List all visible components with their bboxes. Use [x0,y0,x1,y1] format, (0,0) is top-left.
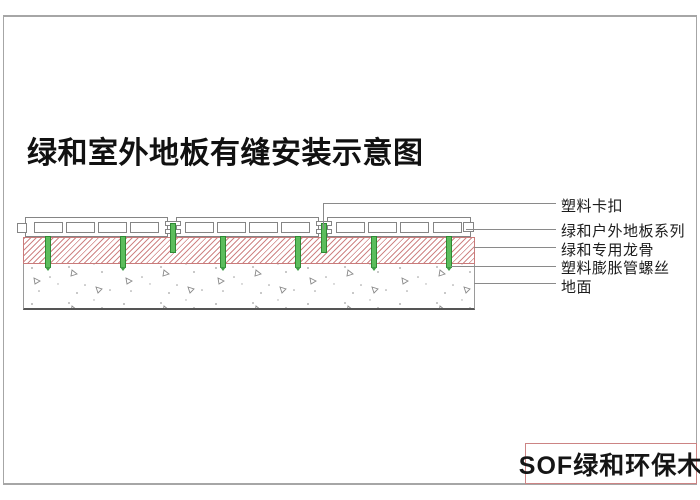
leader-line-clip-vertical [323,203,324,229]
label-keel: 绿和专用龙骨 [561,242,655,259]
label-expansion-screw: 塑料膨胀管螺丝 [561,260,670,277]
concrete-speckle-texture [24,262,474,308]
diagram-title: 绿和室外地板有缝安装示意图 [27,137,424,170]
expansion-screw [295,236,301,268]
label-deck-series: 绿和户外地板系列 [561,223,686,240]
board-hollow-core [249,222,278,233]
clip-screw [170,223,176,253]
label-plastic-clip: 塑料卡扣 [561,198,624,215]
board-hollow-core [98,222,127,233]
expansion-screw [45,236,51,268]
screw-tip [220,267,226,271]
board-hollow-core [130,222,159,233]
clip-screw [321,223,327,253]
leader-line-clip [323,203,556,204]
screw-tip [295,267,301,271]
brand-stamp-box: SOF绿和环保木 [519,443,700,484]
board-end-groove [17,223,27,233]
board-end-groove [463,222,474,232]
keel-layer-hatched [23,237,475,264]
board-hollow-core [400,222,429,233]
brand-stamp-text: SOF绿和环保木 [518,451,700,480]
ground-concrete-layer [23,262,475,310]
deck-board [176,217,319,237]
expansion-screw [371,236,377,268]
board-hollow-core [66,222,95,233]
board-hollow-core [336,222,365,233]
sheet-border-frame [3,15,697,485]
screw-tip [446,267,452,271]
board-hollow-core [281,222,310,233]
expansion-screw [120,236,126,268]
deck-board [327,217,471,237]
board-hollow-core [217,222,246,233]
leader-line-screw [451,266,556,267]
deck-board [25,217,168,237]
label-ground: 地面 [561,279,593,296]
screw-tip [45,267,51,271]
leader-line-deck [466,229,556,230]
board-hollow-core [185,222,214,233]
leader-line-ground [474,283,556,284]
board-hollow-core [368,222,397,233]
expansion-screw [446,236,452,268]
leader-line-keel [474,247,556,248]
board-hollow-core [34,222,63,233]
expansion-screw [220,236,226,268]
board-hollow-core [433,222,462,233]
screw-tip [120,267,126,271]
screw-tip [371,267,377,271]
